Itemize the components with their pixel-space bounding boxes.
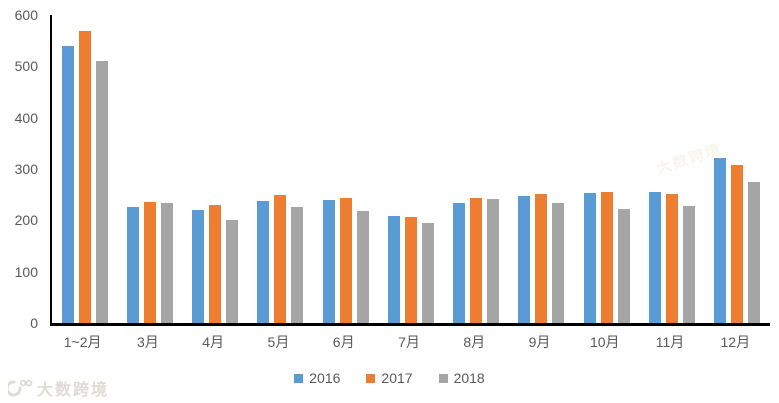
bar-2018 xyxy=(421,223,434,323)
bar-2017 xyxy=(274,194,287,323)
x-axis-tick-label: 8月 xyxy=(463,334,486,350)
bar-group xyxy=(183,15,248,323)
bar-2018 xyxy=(683,206,696,323)
bar-2016 xyxy=(61,45,74,323)
bar-2016 xyxy=(714,157,727,323)
bar-2016 xyxy=(257,200,270,323)
bar-2017 xyxy=(600,192,613,323)
legend-swatch-icon xyxy=(366,373,376,383)
bar-group xyxy=(444,15,509,323)
y-axis-tick-label: 300 xyxy=(14,161,38,177)
watermark: 大数跨境 xyxy=(8,376,109,400)
watermark-logo-icon xyxy=(8,379,33,397)
legend-item-2017: 2017 xyxy=(366,370,413,386)
bar-2016 xyxy=(192,210,205,323)
bar-2018 xyxy=(552,203,565,323)
x-axis-tick-label: 5月 xyxy=(267,334,290,350)
plot-groups xyxy=(52,15,770,323)
x-axis-tick-label: 1~2月 xyxy=(63,334,102,350)
plot-area xyxy=(50,15,770,326)
legend: 2016 2017 2018 xyxy=(0,370,779,386)
y-axis-tick-label: 600 xyxy=(14,7,38,23)
bar-2016 xyxy=(518,196,531,323)
bar-2017 xyxy=(339,198,352,323)
x-axis-tick-label: 3月 xyxy=(137,334,159,350)
bar-group xyxy=(574,15,639,323)
legend-label: 2016 xyxy=(309,370,341,386)
legend-label: 2017 xyxy=(381,370,413,386)
x-axis-tick-label: 6月 xyxy=(332,334,355,350)
legend-swatch-icon xyxy=(294,373,304,383)
bar-2017 xyxy=(470,197,483,323)
bar-2018 xyxy=(160,202,173,323)
bar-group xyxy=(52,15,117,323)
x-axis: 1~2月 3月 4月 5月 6月 7月 8月 9月 10月 11月 12月 xyxy=(50,332,768,352)
bar-group xyxy=(639,15,704,323)
bar-2018 xyxy=(95,61,108,323)
bar-group xyxy=(117,15,182,323)
x-axis-tick-label: 7月 xyxy=(398,334,420,350)
legend-label: 2018 xyxy=(453,370,485,386)
y-axis-tick-label: 400 xyxy=(14,109,38,126)
bar-2017 xyxy=(404,216,417,323)
bar-2018 xyxy=(226,219,239,323)
y-axis: 600 500 400 300 200 100 0 xyxy=(0,0,44,340)
bar-group xyxy=(378,15,443,323)
bar-2017 xyxy=(78,31,91,323)
bar-2017 xyxy=(731,164,744,323)
bar-group xyxy=(248,15,313,323)
bar-2017 xyxy=(666,194,679,323)
bar-2018 xyxy=(617,208,630,323)
bar-2018 xyxy=(487,198,500,323)
bar-2016 xyxy=(649,192,662,323)
y-axis-tick-label: 0 xyxy=(30,315,38,331)
watermark-text: 大数跨境 xyxy=(37,382,110,399)
bar-2016 xyxy=(126,207,139,323)
y-axis-tick-label: 500 xyxy=(14,58,38,75)
bar-2018 xyxy=(748,181,761,323)
legend-swatch-icon xyxy=(438,373,448,383)
y-axis-tick-label: 200 xyxy=(14,212,38,229)
x-axis-tick-label: 11月 xyxy=(655,334,685,350)
bar-2016 xyxy=(453,203,466,323)
legend-item-2018: 2018 xyxy=(438,370,485,386)
x-axis-tick-label: 12月 xyxy=(720,334,751,350)
x-axis-tick-label: 9月 xyxy=(528,334,551,350)
bar-group xyxy=(509,15,574,323)
bar-group xyxy=(313,15,378,323)
y-axis-tick-label: 100 xyxy=(14,263,38,280)
bar-2017 xyxy=(209,205,222,323)
x-axis-tick-label: 10月 xyxy=(589,334,620,350)
bar-2018 xyxy=(356,210,369,323)
bar-group xyxy=(705,15,770,323)
bar-2016 xyxy=(583,192,596,323)
bar-2017 xyxy=(535,193,548,323)
bar-2018 xyxy=(291,207,304,323)
legend-item-2016: 2016 xyxy=(294,370,340,386)
bar-2016 xyxy=(322,199,335,323)
bar-2017 xyxy=(143,202,156,323)
x-axis-tick-label: 4月 xyxy=(202,334,225,350)
bar-2016 xyxy=(387,216,400,323)
